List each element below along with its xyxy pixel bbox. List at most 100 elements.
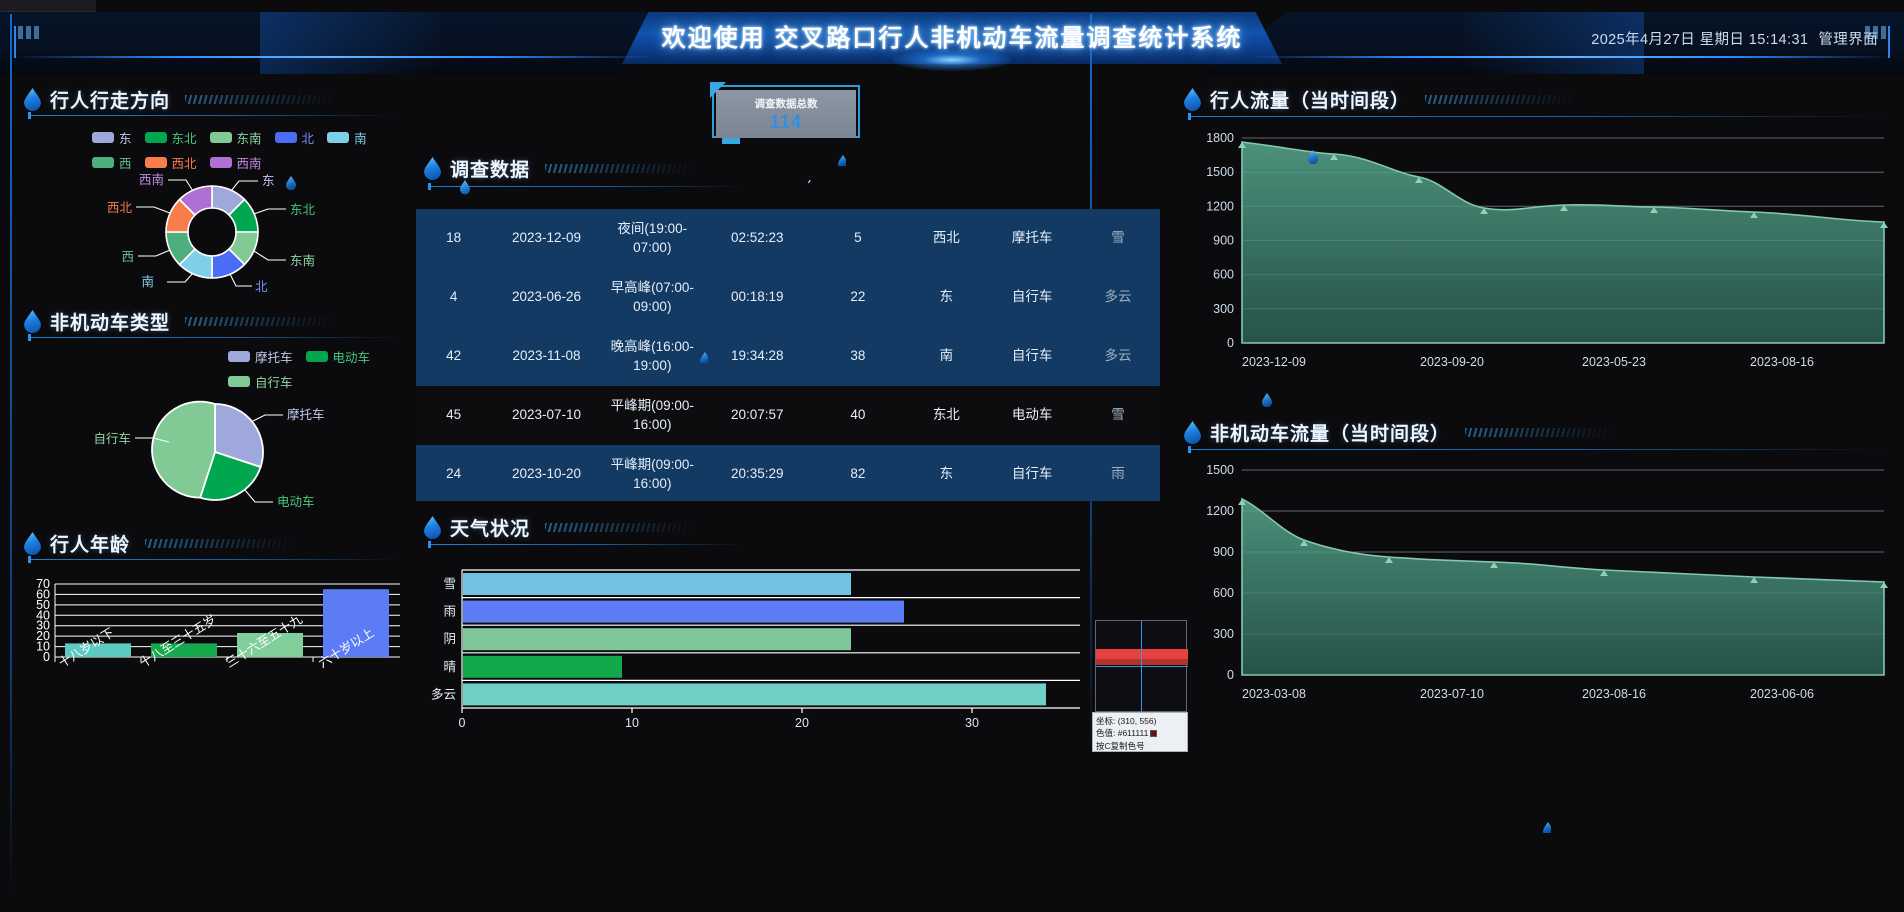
legend-label: 西南 (236, 157, 262, 171)
panel-title-text: 行人年龄 (50, 535, 131, 556)
header-rule-right (1250, 56, 1890, 58)
axis-y-tick: 晴 (443, 660, 456, 674)
legend-item: 西南 (209, 153, 262, 172)
table-row[interactable]: 18 2023-12-09 夜间(19:00-07:00) 02:52:23 5… (416, 209, 1160, 268)
panel-underline (28, 556, 400, 563)
axis-y-tick: 雨 (443, 605, 456, 619)
axis-y-tick: 600 (1213, 586, 1234, 600)
panel-underline (28, 112, 400, 119)
axis-x-tick: 2023-07-10 (1420, 687, 1484, 701)
axis-x-tick: 十八至三十五岁 (137, 611, 219, 670)
cell-direction: 东北 (932, 407, 960, 423)
cell-count: 38 (850, 348, 866, 364)
cell-count: 5 (854, 230, 862, 246)
donut-label-southeast: 东南 (290, 253, 315, 268)
cell-weather: 多云 (1104, 348, 1132, 364)
legend-item: 南 (327, 128, 367, 147)
legend-item: 摩托车 (228, 347, 293, 366)
panel-title-survey-data: 调查数据 (424, 155, 696, 182)
color-picker-readout: 坐标: (310, 556) 色值: #611111 按C复制色号 (1092, 712, 1188, 752)
header-dots-left (18, 26, 39, 39)
table-row[interactable]: 42 2023-11-08 晚高峰(16:00-19:00) 19:34:28 … (416, 327, 1160, 386)
axis-y-tick: 60 (36, 587, 50, 601)
panel-underline (28, 334, 400, 341)
cell-period: 晚高峰(16:00-19:00) (610, 339, 694, 373)
legend-label: 自行车 (255, 376, 293, 390)
axis-y-tick: 1500 (1206, 165, 1234, 179)
axis-y-tick: 10 (36, 640, 50, 654)
magnifier-crosshair-v (1141, 621, 1142, 713)
weather-hbar-chart: 雪 雨 阴 晴 多云 0 10 20 30 (420, 560, 1090, 730)
donut-label-east: 东 (262, 174, 275, 188)
axis-x-tick: 2023-12-09 (1242, 355, 1306, 369)
donut-label-west: 西 (121, 250, 134, 264)
legend-item: 东北 (144, 128, 197, 147)
legend-label: 南 (354, 132, 367, 146)
panel-title-text: 调查数据 (450, 160, 531, 181)
panel-title-nonmotor-flow: 非机动车流量（当时间段） (1184, 419, 1616, 446)
left-border-rule (10, 14, 12, 894)
cell-direction: 南 (939, 348, 954, 364)
cell-vehicle: 摩托车 (1011, 230, 1053, 246)
panel-title-text: 行人行走方向 (50, 91, 171, 112)
cell-time: 20:35:29 (730, 466, 784, 482)
donut-label-northwest: 西北 (107, 201, 133, 215)
cell-id: 42 (446, 348, 462, 364)
cell-weather: 多云 (1104, 289, 1132, 305)
axis-y-tick: 1200 (1206, 504, 1234, 518)
pie-label-motorcycle: 摩托车 (287, 407, 325, 422)
donut-label-north: 北 (255, 280, 268, 294)
cell-date: 2023-06-26 (511, 289, 581, 305)
water-drop-icon (838, 155, 846, 166)
axis-y-tick: 50 (36, 598, 50, 612)
header-vrule-left (14, 26, 16, 58)
cell-direction: 西北 (932, 230, 960, 246)
cell-date: 2023-10-20 (511, 466, 581, 482)
panel-title-vehicle-type: 非机动车类型 (24, 308, 336, 335)
header-date-text: 2025年4月27日 星期日 15:14:31 (1591, 32, 1809, 48)
axis-y-tick: 600 (1213, 268, 1234, 282)
axis-y-tick: 70 (36, 577, 50, 591)
cell-vehicle: 自行车 (1011, 289, 1053, 305)
cell-period: 平峰期(09:00-16:00) (610, 398, 694, 432)
table-row[interactable]: 24 2023-10-20 平峰期(09:00-16:00) 20:35:29 … (416, 445, 1160, 501)
pedestrian-flow-area-chart: 1800 1500 1200 900 600 300 0 2023-12-09 … (1184, 128, 1890, 392)
cell-time: 02:52:23 (730, 230, 784, 246)
axis-y-tick: 0 (43, 650, 50, 664)
axis-y-tick: 雪 (443, 577, 456, 591)
walk-direction-donut-chart: 东 东北 东南 北 南 西 西北 西南 (100, 162, 350, 302)
color-swatch (1150, 730, 1158, 738)
donut-label-south: 南 (141, 274, 154, 289)
header-mode-text: 管理界面 (1818, 32, 1878, 48)
legend-item: 西北 (144, 153, 197, 172)
water-drop-icon (1262, 393, 1272, 407)
cell-time: 20:07:57 (730, 407, 784, 423)
water-drop-icon (424, 516, 441, 539)
table-row[interactable]: 45 2023-07-10 平峰期(09:00-16:00) 20:07:57 … (416, 386, 1160, 445)
nonmotor-flow-area-chart: 1500 1200 900 600 300 0 2023-03-08 2023-… (1184, 460, 1890, 724)
axis-x-tick: 2023-03-08 (1242, 687, 1306, 701)
axis-y-tick: 30 (36, 619, 50, 633)
axis-x-tick: 2023-08-16 (1750, 355, 1814, 369)
axis-y-tick: 1500 (1206, 463, 1234, 477)
cell-period: 平峰期(09:00-16:00) (610, 457, 694, 491)
header-rule-left (14, 56, 654, 58)
axis-x-tick: 20 (795, 716, 809, 730)
magnifier-coords: 坐标: (310, 556) (1096, 716, 1157, 726)
panel-title-text: 非机动车流量（当时间段） (1210, 424, 1451, 445)
cell-id: 18 (446, 230, 462, 246)
axis-y-tick: 300 (1213, 302, 1234, 316)
cell-id: 24 (446, 466, 462, 482)
cell-count: 40 (850, 407, 866, 423)
magnifier-crosshair-h (1096, 666, 1188, 667)
cell-vehicle: 自行车 (1011, 466, 1053, 482)
donut-label-northeast: 东北 (290, 203, 316, 217)
magnifier-sample-band (1096, 649, 1188, 659)
survey-data-table[interactable]: 18 2023-12-09 夜间(19:00-07:00) 02:52:23 5… (416, 209, 1160, 501)
panel-title-walk-direction: 行人行走方向 (24, 86, 336, 113)
axis-x-tick: 2023-08-16 (1582, 687, 1646, 701)
header-diagonal-left (260, 12, 440, 74)
total-count-label: 调查数据总数 (754, 97, 818, 110)
table-row[interactable]: 4 2023-06-26 早高峰(07:00-09:00) 00:18:19 2… (416, 268, 1160, 327)
axis-y-tick: 20 (36, 629, 50, 643)
